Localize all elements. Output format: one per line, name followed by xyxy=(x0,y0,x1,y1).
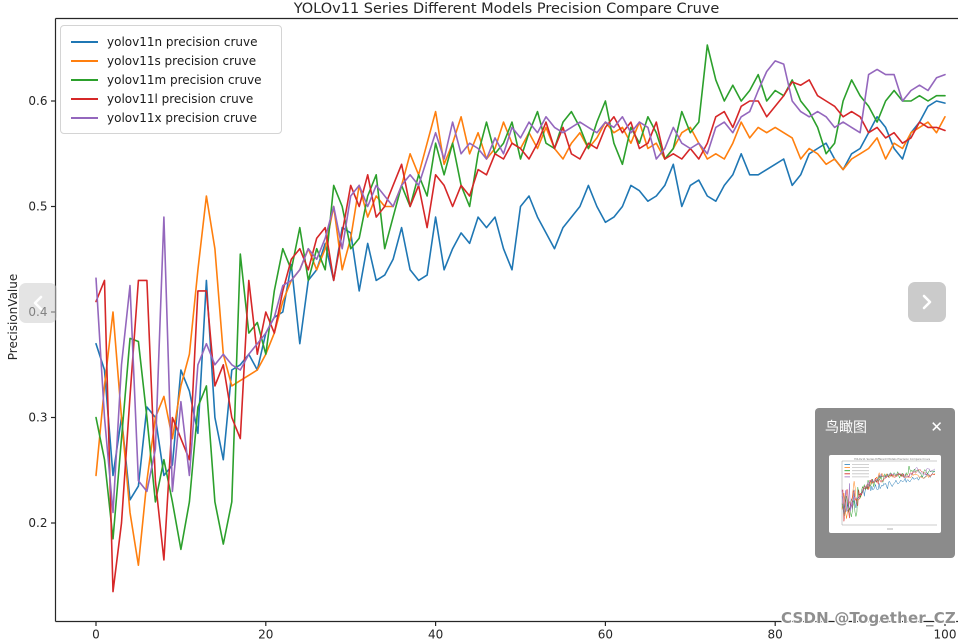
birdseye-mini-chart: YOLOv11 Series Different Models Precisio… xyxy=(841,457,937,530)
birdseye-panel: 鸟瞰图 ✕ YOLOv11 Series Different Models Pr… xyxy=(815,408,955,558)
legend-label: yolov11x precision cruve xyxy=(107,110,257,125)
legend-line-swatch xyxy=(71,78,98,81)
legend-item: yolov11x precision cruve xyxy=(71,108,271,127)
y-tick-label: 0.6 xyxy=(28,94,47,108)
series-line-yolov11m xyxy=(95,44,946,551)
birdseye-header: 鸟瞰图 ✕ xyxy=(815,408,955,437)
legend-item: yolov11n precision cruve xyxy=(71,32,271,51)
close-icon[interactable]: ✕ xyxy=(930,417,943,436)
x-tick-label: 80 xyxy=(768,628,783,642)
x-tick-label: 100 xyxy=(934,628,957,642)
y-tick-label: 0.5 xyxy=(28,200,47,214)
chart-legend: yolov11n precision cruve yolov11s precisi… xyxy=(60,25,282,134)
legend-line-swatch xyxy=(71,40,98,43)
legend-label: yolov11n precision cruve xyxy=(107,34,258,49)
x-axis-ticks: 0 20 40 60 80 100 xyxy=(92,621,957,642)
legend-line-swatch xyxy=(71,116,98,119)
birdseye-series-line xyxy=(841,469,936,522)
csdn-watermark: CSDN @Together_CZ xyxy=(781,609,956,627)
series-line-yolov11l xyxy=(95,79,946,593)
legend-label: yolov11l precision cruve xyxy=(107,91,254,106)
legend-label: yolov11m precision cruve xyxy=(107,72,262,87)
x-tick-label: 40 xyxy=(428,628,443,642)
chevron-left-icon xyxy=(33,295,43,311)
birdseye-series-line xyxy=(841,465,935,518)
legend-line-swatch xyxy=(71,97,98,100)
x-tick-label: 0 xyxy=(92,628,100,642)
series-line-yolov11x xyxy=(95,60,946,514)
legend-item: yolov11l precision cruve xyxy=(71,89,271,108)
series-line-yolov11n xyxy=(95,100,946,501)
y-tick-label: 0.2 xyxy=(28,516,47,530)
birdseye-series-line xyxy=(841,472,936,519)
birdseye-title: 鸟瞰图 xyxy=(825,420,867,436)
y-tick-label: 0.3 xyxy=(28,411,47,425)
legend-item: yolov11s precision cruve xyxy=(71,51,271,70)
x-tick-label: 20 xyxy=(258,628,273,642)
legend-label: yolov11s precision cruve xyxy=(107,53,257,68)
carousel-prev-button[interactable] xyxy=(19,283,57,323)
legend-item: yolov11m precision cruve xyxy=(71,70,271,89)
birdseye-thumbnail[interactable]: YOLOv11 Series Different Models Precisio… xyxy=(829,455,941,533)
birdseye-series-line xyxy=(841,467,936,514)
legend-line-swatch xyxy=(71,59,98,62)
carousel-next-button[interactable] xyxy=(908,282,946,322)
chevron-right-icon xyxy=(922,294,932,310)
x-tick-label: 60 xyxy=(598,628,613,642)
chart-title: YOLOv11 Series Different Models Precisio… xyxy=(293,1,720,17)
birdseye-mini-title: YOLOv11 Series Different Models Precisio… xyxy=(854,457,931,461)
